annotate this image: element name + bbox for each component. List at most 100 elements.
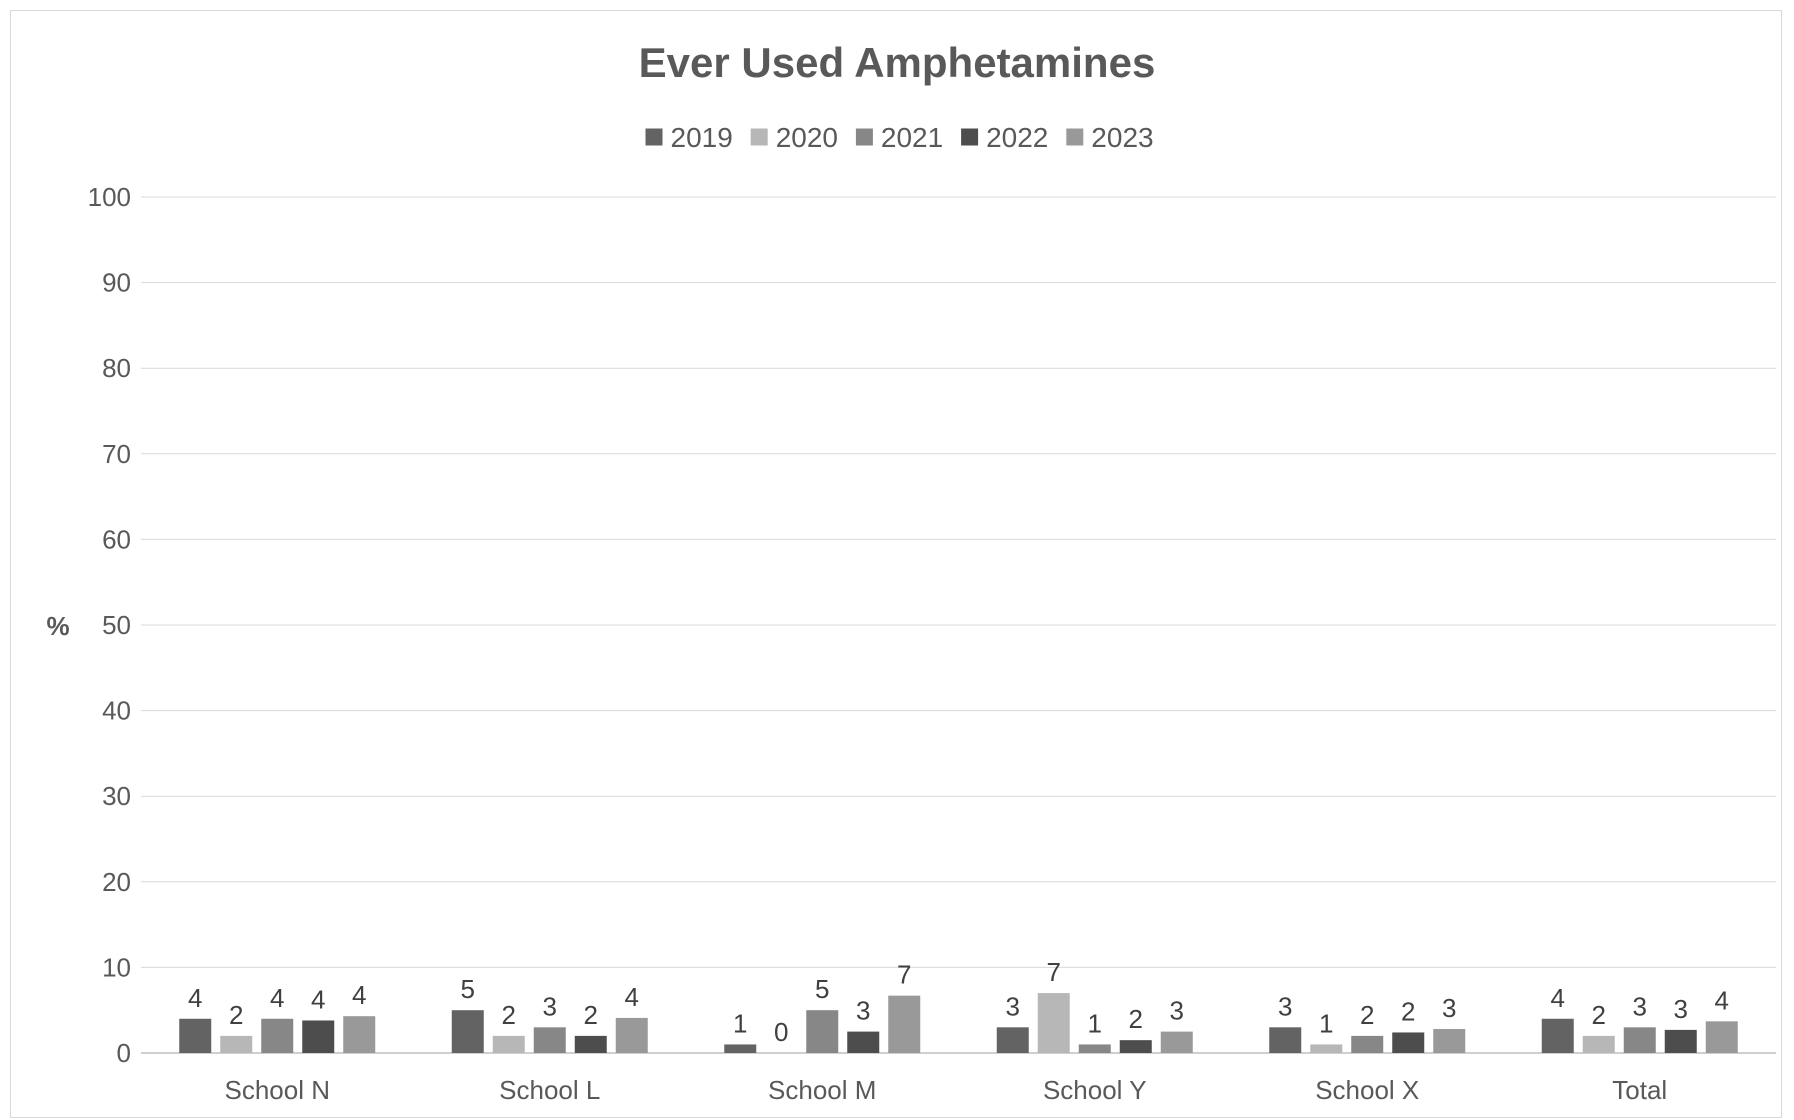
data-label: 3 <box>1170 996 1184 1026</box>
data-label: 4 <box>188 983 202 1013</box>
data-label: 5 <box>461 974 475 1004</box>
bar-2022-school-x <box>1392 1032 1425 1053</box>
bar-2021-school-l <box>533 1027 566 1053</box>
bar-2019-school-x <box>1269 1027 1302 1053</box>
legend: 2019 2020 2021 2022 2023 <box>645 122 1154 153</box>
legend-swatch <box>1066 128 1084 146</box>
data-label: 1 <box>1319 1008 1333 1038</box>
x-tick-label: School N <box>225 1075 331 1105</box>
x-axis-ticks: School N School L School M School Y School X… <box>225 1075 1668 1105</box>
bar-2019-school-m <box>724 1044 757 1053</box>
data-label: 2 <box>502 1000 516 1030</box>
bar-2022-school-l <box>574 1035 607 1053</box>
gridlines <box>141 196 1776 1054</box>
bar-2023-school-y <box>1160 1031 1193 1053</box>
legend-label: 2019 <box>671 122 733 153</box>
chart-title: Ever Used Amphetamines <box>639 39 1156 86</box>
legend-swatch <box>855 128 873 146</box>
bar-2020-school-n <box>220 1035 253 1053</box>
y-tick-label: 0 <box>117 1038 131 1068</box>
data-label: 2 <box>1129 1004 1143 1034</box>
x-tick-label: School M <box>768 1075 876 1105</box>
y-tick-label: 30 <box>102 781 131 811</box>
data-label: 3 <box>1006 991 1020 1021</box>
y-tick-label: 100 <box>88 182 131 212</box>
legend-swatch <box>645 128 663 146</box>
legend-item-2023: 2023 <box>1066 122 1154 153</box>
x-tick-label: School L <box>499 1075 600 1105</box>
legend-swatch <box>961 128 979 146</box>
bar-2019-total <box>1541 1018 1574 1053</box>
y-axis-label: % <box>46 611 69 641</box>
legend-label: 2020 <box>776 122 838 153</box>
legend-item-2019: 2019 <box>645 122 733 153</box>
bar-2019-school-l <box>451 1010 484 1053</box>
bar-2022-school-n <box>302 1020 335 1053</box>
data-label: 2 <box>1592 1000 1606 1030</box>
bar-2023-total <box>1705 1021 1738 1053</box>
bar-2020-school-y <box>1037 993 1070 1053</box>
data-label: 2 <box>1360 1000 1374 1030</box>
data-label: 3 <box>1278 991 1292 1021</box>
legend-item-2022: 2022 <box>961 122 1048 153</box>
bar-2020-total <box>1582 1035 1615 1053</box>
y-tick-label: 60 <box>102 524 131 554</box>
data-label: 2 <box>1401 996 1415 1026</box>
data-label: 3 <box>1633 991 1647 1021</box>
bar-2023-school-l <box>615 1017 648 1053</box>
data-label: 3 <box>1674 994 1688 1024</box>
bar-2021-school-m <box>806 1010 839 1053</box>
data-label: 7 <box>1047 957 1061 987</box>
legend-item-2020: 2020 <box>750 122 838 153</box>
data-label: 1 <box>1088 1008 1102 1038</box>
bar-2022-total <box>1664 1029 1697 1053</box>
data-label: 2 <box>584 1000 598 1030</box>
bar-2020-school-x <box>1310 1044 1343 1053</box>
data-label: 5 <box>815 974 829 1004</box>
legend-swatch <box>750 128 768 146</box>
bar-2021-school-n <box>261 1018 294 1053</box>
data-label: 7 <box>897 960 911 990</box>
x-tick-label: School X <box>1315 1075 1419 1105</box>
bar-2019-school-y <box>996 1027 1029 1053</box>
bar-2023-school-x <box>1433 1029 1466 1053</box>
y-tick-label: 50 <box>102 610 131 640</box>
y-tick-label: 80 <box>102 353 131 383</box>
y-tick-label: 10 <box>102 952 131 982</box>
bars <box>179 993 1738 1053</box>
y-tick-label: 40 <box>102 696 131 726</box>
data-label: 3 <box>856 996 870 1026</box>
data-label: 2 <box>229 1000 243 1030</box>
data-label: 4 <box>1715 985 1729 1015</box>
y-tick-label: 90 <box>102 268 131 298</box>
bar-2022-school-y <box>1119 1040 1152 1053</box>
legend-label: 2023 <box>1091 122 1153 153</box>
x-tick-label: Total <box>1612 1075 1667 1105</box>
data-label: 4 <box>1551 983 1565 1013</box>
data-label: 1 <box>733 1008 747 1038</box>
bar-2023-school-m <box>888 995 921 1053</box>
y-tick-label: 20 <box>102 867 131 897</box>
bar-2019-school-n <box>179 1018 212 1053</box>
legend-label: 2021 <box>881 122 943 153</box>
bar-2023-school-n <box>343 1016 376 1053</box>
legend-label: 2022 <box>986 122 1048 153</box>
bar-2021-total <box>1623 1027 1656 1053</box>
chart-svg: Ever Used Amphetamines % 010203040506070… <box>46 39 1776 1105</box>
data-label: 4 <box>352 980 366 1010</box>
legend-item-2021: 2021 <box>855 122 943 153</box>
bar-2021-school-y <box>1078 1044 1111 1053</box>
data-label: 3 <box>1442 993 1456 1023</box>
y-tick-label: 70 <box>102 439 131 469</box>
data-label: 4 <box>625 982 639 1012</box>
bar-2020-school-l <box>492 1035 525 1053</box>
data-label: 4 <box>270 983 284 1013</box>
chart-frame: Ever Used Amphetamines % 0 10 20 30 40 50 60 70… <box>10 10 1782 1118</box>
data-label: 4 <box>311 984 325 1014</box>
bar-2021-school-x <box>1351 1035 1384 1053</box>
data-label: 0 <box>774 1017 788 1047</box>
data-label: 3 <box>543 991 557 1021</box>
bar-2022-school-m <box>847 1031 880 1053</box>
y-axis-ticks: 0 10 20 30 40 50 60 70 80 90 100 <box>88 182 131 1068</box>
